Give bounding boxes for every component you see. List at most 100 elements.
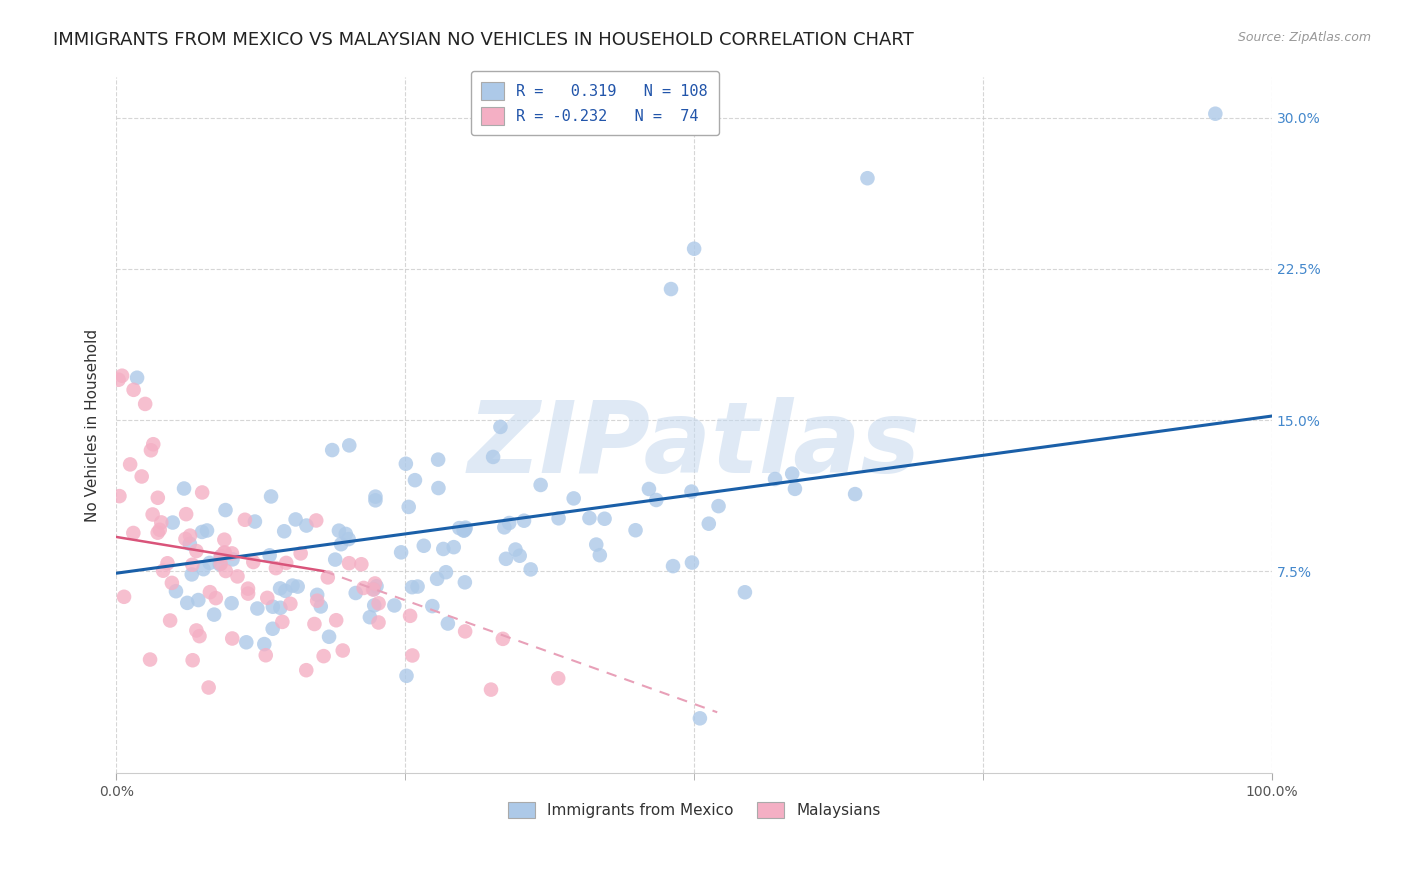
Point: [152, 564, 174, 578]
Point: [332, 643, 354, 657]
Point: [256, 591, 278, 605]
Point: [681, 556, 703, 570]
Point: [122, 526, 145, 541]
Point: [209, 549, 232, 564]
Point: [280, 597, 302, 611]
Point: [226, 569, 249, 583]
Point: [505, 542, 527, 557]
Point: [734, 585, 756, 599]
Point: [363, 582, 385, 597]
Point: [193, 562, 215, 576]
Point: [214, 533, 236, 547]
Point: [260, 490, 283, 504]
Point: [547, 671, 569, 685]
Point: [683, 242, 706, 256]
Point: [215, 564, 238, 578]
Point: [593, 512, 616, 526]
Point: [513, 514, 536, 528]
Point: [361, 582, 384, 597]
Point: [454, 575, 477, 590]
Point: [142, 508, 165, 522]
Point: [585, 538, 607, 552]
Point: [659, 282, 682, 296]
Point: [453, 523, 475, 537]
Point: [307, 588, 329, 602]
Point: [287, 580, 309, 594]
Legend: Immigrants from Mexico, Malaysians: Immigrants from Mexico, Malaysians: [502, 796, 887, 824]
Point: [295, 663, 318, 677]
Point: [149, 523, 172, 537]
Point: [233, 513, 256, 527]
Point: [107, 373, 129, 387]
Point: [366, 579, 388, 593]
Point: [146, 525, 169, 540]
Point: [364, 576, 387, 591]
Point: [120, 458, 142, 472]
Point: [160, 575, 183, 590]
Point: [395, 669, 418, 683]
Point: [243, 515, 266, 529]
Point: [353, 581, 375, 595]
Point: [578, 511, 600, 525]
Point: [125, 370, 148, 384]
Point: [681, 484, 703, 499]
Point: [214, 503, 236, 517]
Point: [547, 511, 569, 525]
Point: [645, 493, 668, 508]
Point: [780, 467, 803, 481]
Point: [221, 546, 243, 560]
Point: [235, 635, 257, 649]
Point: [173, 482, 195, 496]
Point: [443, 540, 465, 554]
Point: [305, 513, 328, 527]
Point: [262, 622, 284, 636]
Point: [181, 653, 204, 667]
Point: [427, 481, 450, 495]
Point: [638, 482, 661, 496]
Point: [589, 548, 612, 562]
Point: [427, 452, 450, 467]
Point: [316, 570, 339, 584]
Point: [412, 539, 434, 553]
Point: [165, 584, 187, 599]
Point: [264, 561, 287, 575]
Text: Source: ZipAtlas.com: Source: ZipAtlas.com: [1237, 31, 1371, 45]
Point: [269, 582, 291, 596]
Point: [142, 437, 165, 451]
Point: [406, 580, 429, 594]
Point: [449, 521, 471, 535]
Point: [337, 556, 360, 570]
Point: [221, 632, 243, 646]
Point: [181, 558, 204, 572]
Point: [426, 572, 449, 586]
Point: [186, 624, 208, 638]
Point: [389, 545, 412, 559]
Point: [401, 648, 423, 663]
Point: [323, 552, 346, 566]
Point: [662, 559, 685, 574]
Point: [162, 516, 184, 530]
Point: [209, 549, 232, 564]
Point: [325, 613, 347, 627]
Point: [197, 681, 219, 695]
Point: [269, 600, 291, 615]
Point: [364, 490, 387, 504]
Point: [259, 549, 281, 563]
Point: [404, 473, 426, 487]
Point: [453, 524, 475, 538]
Point: [274, 583, 297, 598]
Point: [367, 615, 389, 630]
Point: [304, 617, 326, 632]
Point: [689, 711, 711, 725]
Point: [309, 599, 332, 614]
Point: [312, 649, 335, 664]
Point: [156, 556, 179, 570]
Point: [395, 457, 418, 471]
Point: [236, 582, 259, 596]
Point: [437, 616, 460, 631]
Point: [367, 596, 389, 610]
Point: [335, 527, 357, 541]
Point: [108, 489, 131, 503]
Point: [253, 637, 276, 651]
Point: [364, 493, 387, 508]
